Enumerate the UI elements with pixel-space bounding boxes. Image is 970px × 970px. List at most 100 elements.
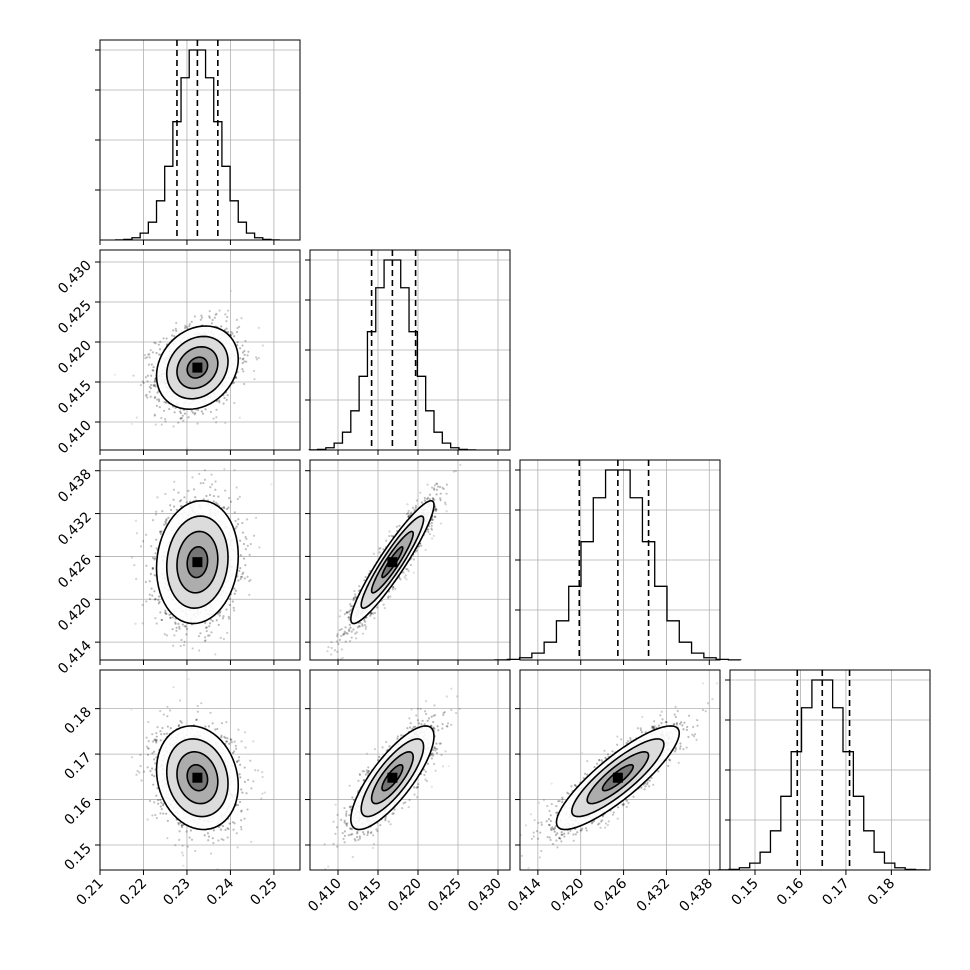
sample-point (413, 508, 416, 511)
sample-point (160, 416, 163, 420)
sample-point (231, 600, 234, 603)
sample-point (200, 314, 203, 317)
sample-point (241, 344, 244, 347)
sample-point (184, 324, 187, 327)
sample-point (348, 623, 351, 626)
sample-point (434, 515, 437, 518)
density-peak (387, 557, 398, 568)
sample-point (241, 575, 244, 578)
sample-point (459, 463, 462, 466)
sample-point (153, 341, 156, 344)
sample-point (201, 412, 205, 415)
sample-point (352, 628, 355, 631)
sample-point (409, 563, 412, 567)
sample-point (151, 519, 155, 522)
sample-point (426, 497, 429, 501)
sample-point (238, 569, 241, 572)
sample-point (185, 627, 189, 631)
sample-point (211, 318, 214, 322)
sample-point (200, 316, 204, 319)
sample-point (407, 515, 410, 518)
sample-point (228, 597, 231, 600)
contour-line (370, 530, 415, 594)
sample-point (239, 539, 242, 542)
sample-point (420, 544, 423, 547)
sample-point (439, 522, 443, 525)
sample-point (435, 508, 438, 511)
sample-point (204, 636, 207, 639)
sample-point (236, 497, 239, 501)
sample-point (163, 523, 166, 526)
sample-point (155, 622, 158, 625)
sample-point (171, 334, 174, 337)
sample-point (212, 417, 215, 420)
sample-point (174, 327, 177, 330)
sample-point (178, 410, 182, 413)
sample-point (227, 506, 230, 509)
sample-point (257, 326, 260, 329)
sample-point (160, 618, 163, 621)
sample-point (224, 313, 227, 316)
sample-point (202, 481, 205, 485)
sample-point (258, 546, 261, 549)
sample-point (183, 326, 187, 329)
sample-point (392, 586, 395, 589)
sample-point (175, 321, 178, 325)
sample-point (173, 335, 176, 338)
gridlines (99, 40, 300, 240)
sample-point (423, 497, 427, 500)
sample-point (342, 633, 346, 636)
sample-point (134, 519, 138, 522)
density-peak (192, 362, 203, 373)
sample-point (435, 482, 439, 486)
sample-point (158, 348, 162, 351)
sample-point (148, 390, 151, 393)
sample-point (241, 351, 245, 354)
contour-line (176, 345, 219, 390)
sample-point (171, 628, 174, 631)
sample-point (154, 377, 157, 380)
sample-point (223, 328, 226, 331)
sample-point (382, 548, 385, 551)
sample-point (150, 383, 153, 387)
sample-point (188, 325, 191, 328)
contour-line (165, 335, 229, 400)
sample-point (150, 374, 153, 377)
sample-point (155, 510, 158, 513)
sample-point (113, 373, 116, 376)
sample-point (406, 568, 409, 571)
sample-point (164, 612, 167, 615)
sample-point (167, 516, 170, 519)
sample-point (364, 620, 367, 623)
sample-point (430, 521, 433, 525)
sample-point (415, 499, 419, 502)
sample-point (145, 564, 148, 567)
sample-point (347, 616, 351, 619)
sample-point (155, 404, 158, 407)
sample-point (190, 409, 193, 412)
sample-point (244, 339, 247, 343)
sample-point (178, 625, 181, 628)
sample-point (208, 625, 211, 628)
sample-point (215, 312, 218, 315)
sample-point (172, 425, 175, 428)
sample-point (419, 491, 422, 494)
y-tick-label: 0.415 (55, 378, 95, 418)
sample-point (373, 611, 377, 615)
sample-point (235, 318, 239, 321)
sample-point (179, 644, 182, 648)
sample-point (372, 612, 375, 615)
contour-line (165, 515, 229, 610)
sample-point (153, 574, 156, 577)
sample-point (145, 600, 148, 603)
panel-content (326, 463, 462, 660)
sample-point (223, 467, 226, 471)
sample-point (157, 400, 161, 403)
sample-point (330, 646, 333, 650)
sample-point (153, 384, 156, 387)
sample-point (205, 629, 208, 633)
histogram-panel (305, 249, 511, 455)
sample-point (149, 572, 152, 575)
sample-point (149, 349, 152, 352)
sample-point (164, 611, 167, 614)
